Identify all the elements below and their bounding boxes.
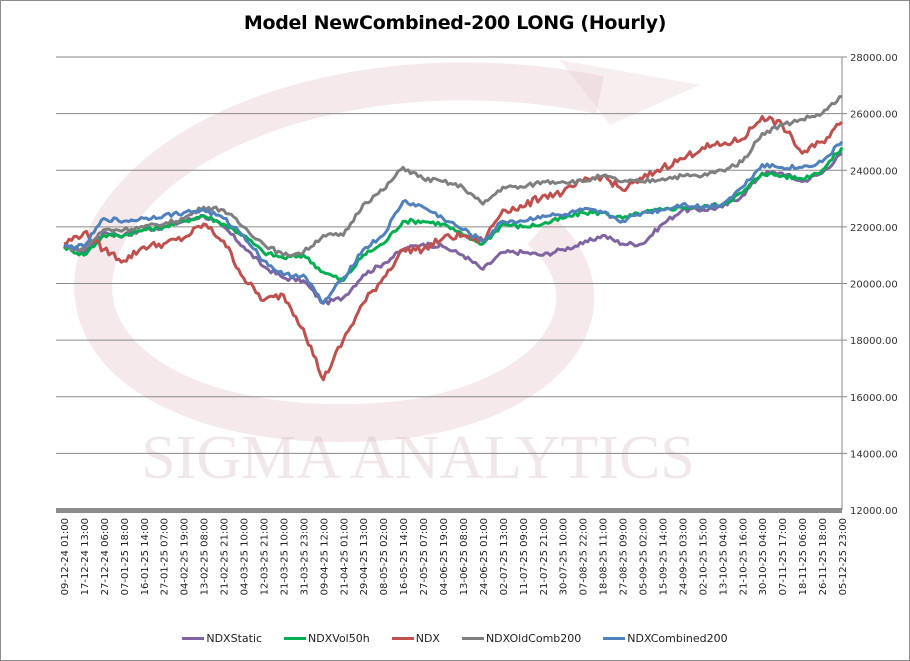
legend-label: NDX bbox=[415, 632, 440, 645]
chart-title: Model NewCombined-200 LONG (Hourly) bbox=[243, 12, 667, 34]
x-tick-label: 24-06-25 01:00 bbox=[479, 518, 490, 595]
x-axis-line bbox=[56, 508, 842, 513]
series-line bbox=[63, 140, 844, 305]
legend-item: NDXStatic bbox=[182, 632, 262, 645]
y-tick-label: 26000.00 bbox=[850, 110, 898, 121]
legend-swatch bbox=[284, 637, 307, 640]
x-tick-label: 31-03-25 23:00 bbox=[299, 518, 310, 595]
legend-label: NDXStatic bbox=[206, 632, 263, 645]
y-tick-label: 24000.00 bbox=[850, 166, 898, 177]
y-tick-label: 28000.00 bbox=[850, 53, 898, 64]
x-axis: 09-12-24 01:00 17-12-24 13:00 27-12-24 06:… bbox=[56, 508, 849, 595]
x-tick-label: 11-07-25 09:00 bbox=[519, 518, 530, 595]
x-tick-label: 18-11-25 06:00 bbox=[798, 518, 809, 595]
watermark-swoosh bbox=[74, 62, 604, 443]
x-tick-label: 07-08-25 22:00 bbox=[579, 518, 590, 595]
x-tick-label: 21-07-25 21:00 bbox=[539, 518, 550, 595]
legend-swatch bbox=[391, 637, 414, 640]
x-tick-label: 04-06-25 19:00 bbox=[439, 518, 450, 595]
x-tick-label: 02-07-25 13:00 bbox=[499, 518, 510, 595]
x-tick-label: 15-09-25 14:00 bbox=[658, 518, 669, 595]
y-tick-label: 16000.00 bbox=[850, 393, 898, 404]
x-tick-label: 27-05-25 07:00 bbox=[419, 518, 430, 595]
legend-label: NDXVol50h bbox=[308, 632, 370, 645]
x-tick-label: 21-04-25 01:00 bbox=[339, 518, 350, 595]
x-tick-label: 21-02-25 21:00 bbox=[220, 518, 231, 595]
legend-item: NDXCombined200 bbox=[603, 632, 728, 645]
x-tick-label: 16-01-25 14:00 bbox=[140, 518, 151, 595]
y-tick-label: 12000.00 bbox=[850, 506, 898, 517]
x-tick-label: 21-03-25 10:00 bbox=[279, 518, 290, 595]
x-tick-label: 30-10-25 04:00 bbox=[758, 518, 769, 595]
watermark: SIGMA ANALYTICS bbox=[74, 60, 700, 492]
legend-item: NDX bbox=[391, 632, 440, 645]
x-tick-label: 13-02-25 08:00 bbox=[200, 518, 211, 595]
x-tick-label: 27-12-24 06:00 bbox=[100, 518, 111, 595]
x-tick-label: 04-03-25 10:00 bbox=[240, 518, 251, 595]
y-tick-label: 20000.00 bbox=[850, 280, 898, 291]
watermark-arrow bbox=[560, 60, 700, 125]
x-tick-label: 04-02-25 19:00 bbox=[180, 518, 191, 595]
x-tick-label: 27-08-25 09:00 bbox=[619, 518, 630, 595]
watermark-text: SIGMA ANALYTICS bbox=[141, 424, 695, 492]
legend-label: NDXCombined200 bbox=[627, 632, 728, 645]
x-tick-label: 17-12-24 13:00 bbox=[80, 518, 91, 595]
x-tick-label: 13-10-25 04:00 bbox=[718, 518, 729, 595]
x-tick-label: 18-08-25 11:00 bbox=[599, 518, 610, 595]
legend-swatch bbox=[182, 637, 205, 640]
x-tick-label: 29-04-25 13:00 bbox=[359, 518, 370, 595]
y-axis: 28000.00 26000.00 24000.00 22000.00 20000.00… bbox=[841, 53, 898, 517]
x-tick-label: 27-01-25 07:00 bbox=[160, 518, 171, 595]
legend-item: NDXOldComb200 bbox=[461, 632, 582, 645]
legend-swatch bbox=[603, 637, 626, 640]
x-tick-label: 26-11-25 18:00 bbox=[818, 518, 829, 595]
y-tick-label: 14000.00 bbox=[850, 449, 898, 460]
x-tick-label: 24-09-25 03:00 bbox=[678, 518, 689, 595]
y-tick-label: 22000.00 bbox=[850, 223, 898, 234]
x-tick-label: 30-07-25 10:00 bbox=[559, 518, 570, 595]
x-tick-label: 09-04-25 12:00 bbox=[319, 518, 330, 595]
x-tick-label: 07-11-25 17:00 bbox=[778, 518, 789, 595]
x-tick-label: 21-10-25 16:00 bbox=[738, 518, 749, 595]
x-tick-label: 05-12-25 23:00 bbox=[838, 518, 849, 595]
grid bbox=[56, 56, 847, 454]
legend-label: NDXOldComb200 bbox=[485, 632, 582, 645]
legend-swatch bbox=[461, 637, 484, 640]
x-tick-label: 13-06-25 08:00 bbox=[459, 518, 470, 595]
series-NDXCombined200 bbox=[63, 140, 844, 305]
x-tick-label: 05-09-25 02:00 bbox=[639, 518, 650, 595]
x-tick-label: 12-03-25 21:00 bbox=[259, 518, 270, 595]
legend: NDXStatic NDXVol50h NDX NDXOldComb200 NDXCom… bbox=[0, 632, 910, 645]
x-tick-label: 08-05-25 02:00 bbox=[379, 518, 390, 595]
x-tick-label: 16-05-25 14:00 bbox=[399, 518, 410, 595]
x-tick-label: 02-10-25 15:00 bbox=[698, 518, 709, 595]
series-line bbox=[63, 115, 843, 382]
x-tick-label: 07-01-25 18:00 bbox=[120, 518, 131, 595]
y-tick-label: 18000.00 bbox=[850, 336, 898, 347]
series-group bbox=[62, 95, 844, 382]
legend-item: NDXVol50h bbox=[284, 632, 370, 645]
x-tick-label: 09-12-24 01:00 bbox=[60, 518, 71, 595]
